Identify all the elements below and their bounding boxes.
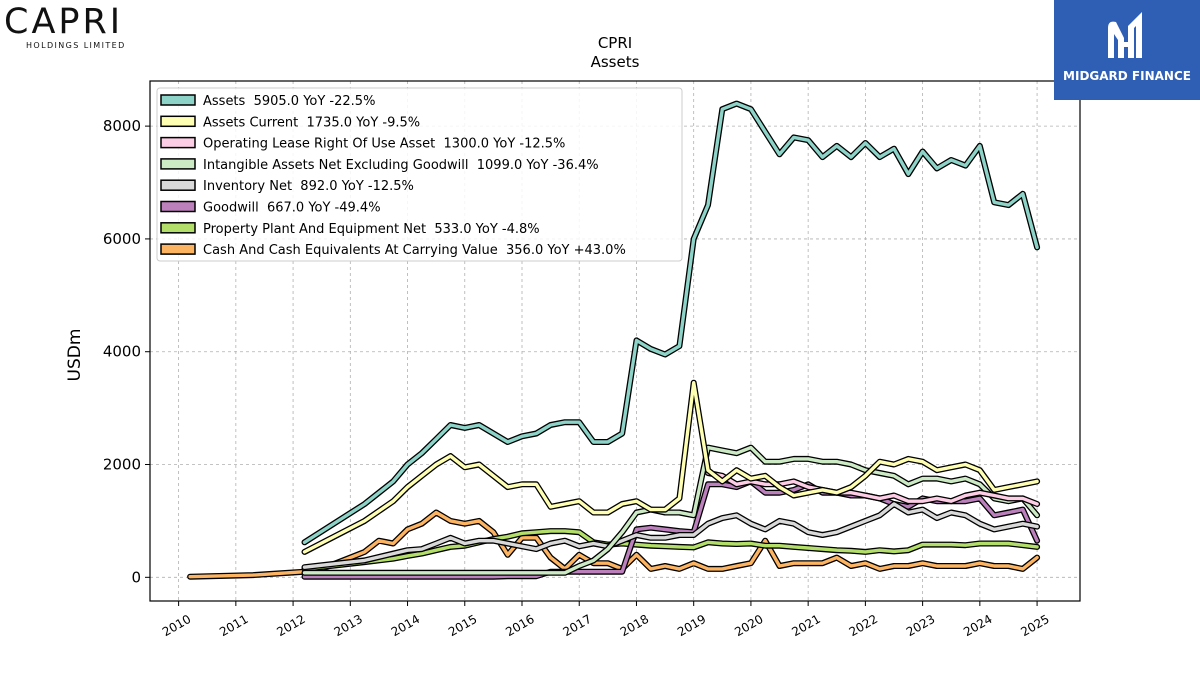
legend-label: Operating Lease Right Of Use Asset 1300.… xyxy=(203,137,565,152)
capri-logo-wordmark: CAPRI xyxy=(4,2,124,42)
midgard-logo-text: MIDGARD FINANCE xyxy=(1063,69,1191,83)
x-tick-label: 2021 xyxy=(789,612,822,639)
x-tick-label: 2016 xyxy=(503,612,536,639)
x-tick-label: 2019 xyxy=(675,612,708,639)
y-tick-label: 8000 xyxy=(103,117,141,135)
legend-label: Assets Current 1735.0 YoY -9.5% xyxy=(203,115,420,130)
chart-subtitle: Assets xyxy=(591,53,640,71)
y-axis-ticks: 0 2000 4000 6000 8000 xyxy=(103,117,150,586)
midgard-logo-icon xyxy=(1108,12,1142,59)
series-layer xyxy=(187,100,1041,580)
y-tick-label: 4000 xyxy=(103,343,141,361)
series-line-operating-lease-right-of-use-asset xyxy=(706,471,1039,506)
legend-label: Property Plant And Equipment Net 533.0 Y… xyxy=(203,222,540,237)
series-line-inventory-net xyxy=(302,502,1039,569)
x-tick-label: 2010 xyxy=(160,612,193,639)
x-axis-ticks: 2010 2011 2012 2013 2014 2015 2016 2017 2018 2019… xyxy=(160,601,1052,639)
midgard-finance-logo: MIDGARD FINANCE xyxy=(1054,0,1200,100)
x-tick-label: 2012 xyxy=(274,612,307,639)
legend-label: Intangible Assets Net Excluding Goodwill… xyxy=(203,158,599,173)
legend: Assets 5905.0 YoY -22.5% Assets Current 1… xyxy=(156,87,683,262)
x-tick-label: 2013 xyxy=(332,612,365,639)
legend-swatch xyxy=(160,222,196,234)
x-tick-label: 2014 xyxy=(389,612,422,639)
y-axis-label: USDm xyxy=(65,329,85,382)
legend-swatch xyxy=(160,94,196,106)
chart-title: CPRI xyxy=(598,34,632,52)
x-tick-label: 2023 xyxy=(904,612,937,639)
legend-swatch xyxy=(160,115,196,128)
legend-swatch xyxy=(160,200,196,213)
x-tick-label: 2015 xyxy=(446,612,479,639)
legend-label: Goodwill 667.0 YoY -49.4% xyxy=(203,201,381,216)
legend-swatch xyxy=(160,179,196,191)
x-tick-label: 2024 xyxy=(961,612,994,639)
legend-swatch xyxy=(160,158,196,170)
legend-swatch xyxy=(160,136,196,149)
series-line-intangible-assets-net-excluding-goodwill xyxy=(302,445,1039,575)
series-line-assets xyxy=(302,101,1039,544)
legend-label: Inventory Net 892.0 YoY -12.5% xyxy=(203,179,414,194)
x-tick-label: 2011 xyxy=(217,612,250,639)
plot-frame xyxy=(149,80,1081,602)
capri-logo-subtitle: HOLDINGS LIMITED xyxy=(26,41,126,50)
y-tick-label: 2000 xyxy=(103,456,141,474)
legend-swatch xyxy=(160,243,196,255)
y-tick-label: 6000 xyxy=(103,230,141,248)
x-tick-label: 2025 xyxy=(1018,612,1051,639)
x-tick-label: 2020 xyxy=(732,612,765,639)
series-line-assets-current xyxy=(302,381,1039,554)
legend-label: Cash And Cash Equivalents At Carrying Va… xyxy=(203,243,626,258)
legend-label: Assets 5905.0 YoY -22.5% xyxy=(203,94,375,109)
x-tick-label: 2022 xyxy=(847,612,880,639)
series-line-cash-and-cash-equivalents-at-carrying-value xyxy=(188,510,1039,579)
capri-logo: CAPRI HOLDINGS LIMITED xyxy=(4,2,154,52)
legend-box xyxy=(156,87,683,262)
x-tick-label: 2018 xyxy=(618,612,651,639)
x-tick-label: 2017 xyxy=(561,612,594,639)
y-tick-label: 0 xyxy=(131,568,141,586)
